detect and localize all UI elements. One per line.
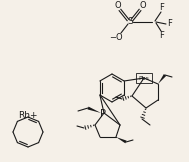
Text: F: F (160, 4, 164, 12)
Text: O: O (140, 1, 146, 11)
Text: P: P (100, 109, 106, 119)
Polygon shape (88, 107, 101, 113)
Text: F: F (168, 19, 172, 29)
Text: F: F (160, 30, 164, 40)
Polygon shape (158, 74, 166, 84)
Text: Rh+: Rh+ (18, 110, 38, 120)
Text: S: S (127, 17, 133, 27)
Text: Pbs: Pbs (139, 75, 149, 81)
Polygon shape (116, 137, 127, 143)
FancyBboxPatch shape (136, 73, 152, 83)
Text: O: O (115, 1, 121, 11)
Text: −O: −O (109, 33, 123, 41)
